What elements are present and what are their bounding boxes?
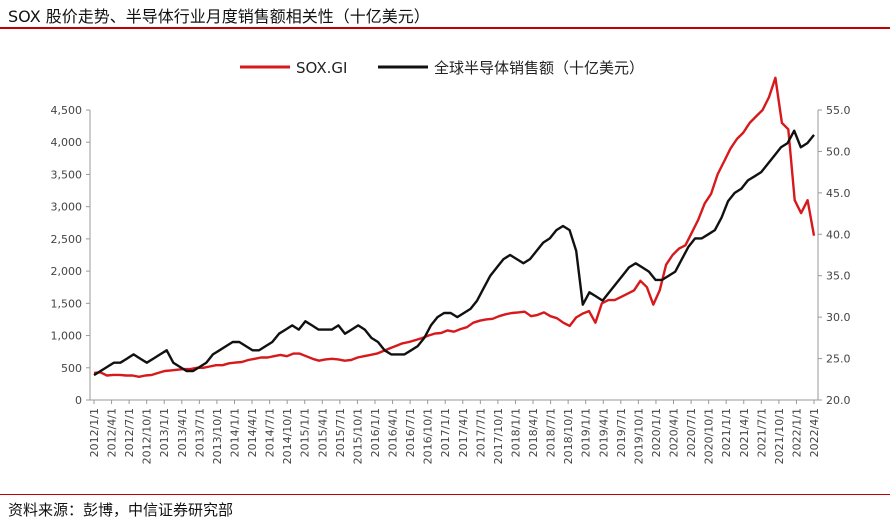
x-tick-label: 2012/10/1 <box>141 408 154 464</box>
x-tick-label: 2012/7/1 <box>123 408 136 457</box>
legend-label-sales: 全球半导体销售额（十亿美元） <box>434 59 644 77</box>
x-tick-label: 2019/10/1 <box>632 408 645 464</box>
x-tick-label: 2013/1/1 <box>158 408 171 457</box>
x-tick-label: 2021/7/1 <box>755 408 768 457</box>
x-tick-label: 2016/1/1 <box>369 408 382 457</box>
x-tick-label: 2013/10/1 <box>211 408 224 464</box>
right-tick-label: 20.0 <box>826 394 851 407</box>
left-tick-label: 2,500 <box>51 233 83 246</box>
x-tick-label: 2017/1/1 <box>439 408 452 457</box>
legend: SOX.GI 全球半导体销售额（十亿美元） <box>240 59 644 77</box>
x-tick-label: 2015/7/1 <box>334 408 347 457</box>
bottom-divider <box>0 494 890 495</box>
top-divider <box>0 27 890 29</box>
right-tick-label: 45.0 <box>826 187 851 200</box>
x-tick-label: 2014/1/1 <box>228 408 241 457</box>
series-line-sales <box>93 129 815 377</box>
x-tick-label: 2022/1/1 <box>790 408 803 457</box>
x-tick-label: 2020/7/1 <box>685 408 698 457</box>
x-tick-label: 2016/10/1 <box>422 408 435 464</box>
left-tick-label: 1,500 <box>51 297 83 310</box>
left-tick-label: 500 <box>61 362 82 375</box>
x-tick-label: 2017/7/1 <box>474 408 487 457</box>
right-tick-label: 30.0 <box>826 311 851 324</box>
left-tick-label: 1,000 <box>51 330 83 343</box>
x-tick-label: 2017/10/1 <box>492 408 505 464</box>
right-tick-label: 25.0 <box>826 353 851 366</box>
x-tick-label: 2015/4/1 <box>316 408 329 457</box>
x-tick-label: 2016/7/1 <box>404 408 417 457</box>
series-layer <box>93 76 816 378</box>
right-tick-label: 35.0 <box>826 270 851 283</box>
x-tick-label: 2019/4/1 <box>597 408 610 457</box>
x-tick-label: 2012/4/1 <box>106 408 119 457</box>
x-tick-label: 2014/10/1 <box>281 408 294 464</box>
right-tick-label: 50.0 <box>826 145 851 158</box>
x-tick-label: 2018/7/1 <box>545 408 558 457</box>
x-tick-label: 2018/10/1 <box>562 408 575 464</box>
source-note: 资料来源：彭博，中信证券研究部 <box>8 501 234 519</box>
x-tick-label: 2020/1/1 <box>650 408 663 457</box>
x-tick-label: 2016/4/1 <box>387 408 400 457</box>
x-tick-label: 2021/4/1 <box>738 408 751 457</box>
x-tick-label: 2013/4/1 <box>176 408 189 457</box>
x-tick-label: 2018/4/1 <box>527 408 540 457</box>
x-tick-label: 2021/10/1 <box>773 408 786 464</box>
left-tick-label: 4,000 <box>51 136 83 149</box>
x-tick-label: 2021/1/1 <box>720 408 733 457</box>
x-tick-label: 2018/1/1 <box>509 408 522 457</box>
left-tick-label: 0 <box>75 394 82 407</box>
axes: 0 500 1,000 1,500 2,000 2,500 3,000 3,500 4,000 4… <box>51 104 851 464</box>
left-tick-label: 4,500 <box>51 104 83 117</box>
x-tick-label: 2012/1/1 <box>88 408 101 457</box>
legend-label-sox: SOX.GI <box>296 59 347 77</box>
x-tick-label: 2015/10/1 <box>351 408 364 464</box>
x-tick-label: 2015/1/1 <box>299 408 312 457</box>
left-tick-label: 3,000 <box>51 201 83 214</box>
x-tick-label: 2020/4/1 <box>668 408 681 457</box>
x-tick-label: 2017/4/1 <box>457 408 470 457</box>
left-tick-label: 3,500 <box>51 168 83 181</box>
x-tick-label: 2013/7/1 <box>193 408 206 457</box>
x-tick-label: 2019/1/1 <box>580 408 593 457</box>
x-tick-label: 2014/4/1 <box>246 408 259 457</box>
right-tick-label: 40.0 <box>826 228 851 241</box>
x-tick-label: 2019/7/1 <box>615 408 628 457</box>
x-tick-label: 2022/4/1 <box>808 408 821 457</box>
x-tick-label: 2014/7/1 <box>264 408 277 457</box>
series-line-sox <box>93 76 816 378</box>
chart-title: SOX 股价走势、半导体行业月度销售额相关性（十亿美元） <box>8 7 430 26</box>
left-tick-label: 2,000 <box>51 265 83 278</box>
right-tick-label: 55.0 <box>826 104 851 117</box>
x-tick-label: 2020/10/1 <box>703 408 716 464</box>
